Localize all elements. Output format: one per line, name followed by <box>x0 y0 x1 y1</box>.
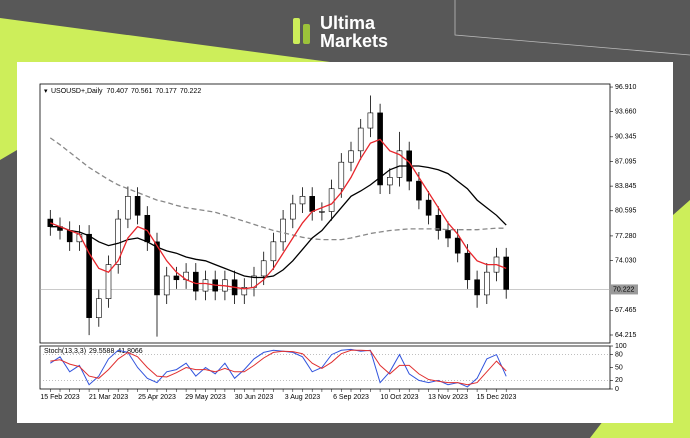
candle-body <box>309 196 316 212</box>
candle-body <box>134 196 141 216</box>
candle-body <box>454 237 461 254</box>
x-tick-label: 15 Feb 2023 <box>40 394 79 401</box>
candle-body <box>105 264 112 300</box>
candle-body <box>367 112 374 129</box>
candle-body <box>416 180 422 201</box>
brand-name: Ultima <box>320 13 376 33</box>
candle-body <box>328 188 335 212</box>
candle-body <box>47 218 54 227</box>
x-tick-label: 21 Mar 2023 <box>89 394 128 401</box>
candle-body <box>435 214 442 231</box>
candle-body <box>319 211 325 213</box>
y-tick-label: 77.280 <box>615 233 637 240</box>
x-tick-label: 15 Dec 2023 <box>477 394 517 401</box>
candle-body <box>503 256 510 290</box>
y-tick-label: 87.095 <box>615 158 637 165</box>
candle-body <box>377 112 383 186</box>
candle-body <box>193 271 199 292</box>
stoch-pane <box>39 345 611 390</box>
candle-body <box>338 161 345 190</box>
candle-body <box>96 298 102 318</box>
candle-body <box>144 214 151 243</box>
moving-average <box>49 137 507 241</box>
candle-body <box>163 275 170 296</box>
brand-name: Markets <box>320 31 388 51</box>
legend-value: 70.561 <box>131 88 153 95</box>
candle-body <box>86 233 92 318</box>
x-tick-label: 25 Apr 2023 <box>138 394 176 401</box>
x-tick-label: 30 Jun 2023 <box>235 394 274 401</box>
y-tick-label: 83.845 <box>615 183 637 190</box>
last-price-label: 70.222 <box>613 286 635 293</box>
legend-value: 41.8066 <box>117 348 142 355</box>
candle-body <box>125 196 131 220</box>
stoch-line <box>50 349 507 386</box>
candle-body <box>289 203 296 220</box>
candle-body <box>299 196 306 205</box>
y-tick-label: 90.345 <box>615 134 637 141</box>
candle-body <box>270 241 277 262</box>
y-tick-label: 0 <box>615 386 619 393</box>
candle-body <box>173 275 180 281</box>
last-price-box <box>611 284 638 295</box>
legend-value: 29.5588 <box>89 348 114 355</box>
legend-value: 70.222 <box>180 88 202 95</box>
y-tick-label: 80 <box>615 351 623 358</box>
y-tick-label: 74.030 <box>615 257 637 264</box>
x-tick-label: 10 Oct 2023 <box>380 394 418 401</box>
legend-arrow: ▾ <box>44 88 48 95</box>
candle-body <box>348 150 354 163</box>
y-tick-label: 96.910 <box>615 84 637 91</box>
candle-body <box>357 127 364 152</box>
x-tick-label: 3 Aug 2023 <box>285 394 321 401</box>
candle-body <box>483 271 490 296</box>
decor-line <box>454 0 690 56</box>
candle-body <box>386 177 393 186</box>
y-tick-label: 80.595 <box>615 208 637 215</box>
candle-body <box>66 230 73 243</box>
candle-body <box>474 279 480 296</box>
y-tick-label: 93.660 <box>615 109 637 116</box>
moving-average <box>50 138 507 290</box>
logo-icon <box>303 24 310 44</box>
y-tick-label: 64.215 <box>615 332 637 339</box>
candle-body <box>464 252 471 281</box>
candle-body <box>280 218 286 243</box>
candle-body <box>260 260 267 277</box>
logo-icon <box>293 18 300 44</box>
x-tick-label: 13 Nov 2023 <box>428 394 468 401</box>
legend-value: 70.407 <box>107 88 129 95</box>
x-tick-label: 6 Sep 2023 <box>333 394 369 401</box>
candle-body <box>154 241 160 296</box>
y-tick-label: 67.465 <box>615 307 637 314</box>
x-tick-label: 29 May 2023 <box>185 394 226 401</box>
y-tick-label: 100 <box>615 343 627 350</box>
stoch-line <box>50 348 507 388</box>
y-tick-label: 50 <box>615 364 623 371</box>
y-tick-label: 20 <box>615 377 623 384</box>
stoch-title: Stoch(13,3,3) <box>44 348 86 355</box>
candle-body <box>396 150 403 178</box>
candle-body <box>445 230 451 239</box>
legend-value: 70.177 <box>155 88 177 95</box>
candle-body <box>425 199 432 216</box>
candle-body <box>202 279 209 292</box>
background-shape <box>0 18 330 160</box>
candle-body <box>241 287 248 296</box>
symbol: USOUSD+,Daily <box>51 88 103 95</box>
